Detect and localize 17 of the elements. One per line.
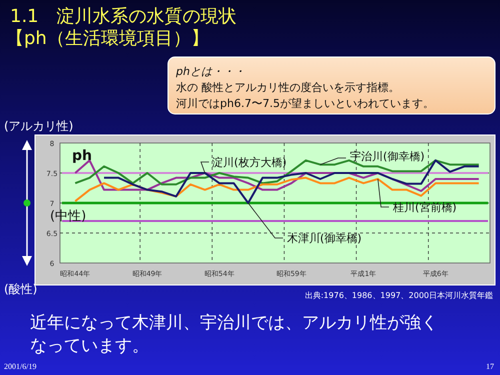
text: 水の 酸性とアルカリ性の度合いを示す指標。	[176, 81, 400, 94]
text: 木津川(御幸橋)	[287, 232, 362, 245]
text: 17	[486, 362, 494, 371]
text: 2001/6/19	[4, 362, 36, 371]
text: 近年になって木津川、宇治川では、アルカリ性が強く	[30, 313, 438, 333]
series-label: 宇治川(御幸橋)	[350, 150, 425, 163]
line-series	[74, 176, 480, 202]
text: (アルカリ性)	[4, 119, 74, 133]
series-label: 桂川(宮前橋)	[392, 201, 457, 214]
y-axis-title: ph	[72, 148, 92, 164]
series-label: 淀川(枚方大橋)	[212, 156, 287, 169]
text: 河川ではph6.7〜7.5が望ましいといわれています。	[176, 97, 434, 110]
chart-title: 1.1 淀川水系の水質の現状	[10, 6, 237, 27]
chart-subtitle: 【ph（生活環境項目）】	[6, 28, 209, 49]
source-note: 出典:1976、1986、1997、2000日本河川水質年鑑	[304, 291, 493, 300]
text: なっています。	[30, 336, 149, 356]
text: phとは・・・	[175, 65, 245, 78]
